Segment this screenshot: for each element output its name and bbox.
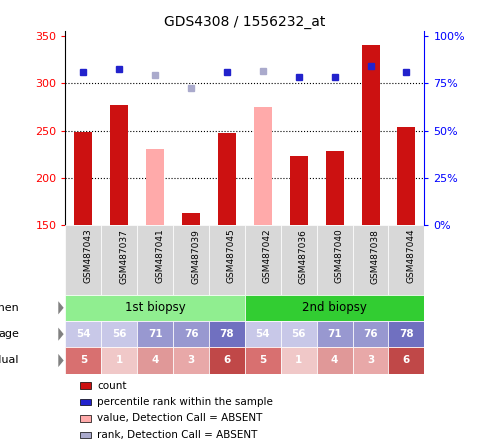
- Text: 6: 6: [402, 356, 409, 365]
- Bar: [80, 399, 91, 405]
- Bar: [280, 347, 316, 374]
- Bar: [316, 347, 352, 374]
- Bar: [244, 321, 280, 347]
- Bar: [244, 225, 280, 295]
- Bar: [280, 225, 316, 295]
- Text: 1: 1: [295, 356, 302, 365]
- Bar: [209, 225, 244, 295]
- Text: 2nd biopsy: 2nd biopsy: [302, 301, 366, 314]
- Bar: [316, 321, 352, 347]
- Text: rank, Detection Call = ABSENT: rank, Detection Call = ABSENT: [97, 430, 257, 440]
- Text: GSM487045: GSM487045: [227, 229, 236, 283]
- Text: 71: 71: [148, 329, 162, 339]
- Text: 56: 56: [112, 329, 126, 339]
- Bar: [316, 225, 352, 295]
- Text: 56: 56: [291, 329, 305, 339]
- Bar: [209, 347, 244, 374]
- Bar: [173, 321, 209, 347]
- Bar: [325, 151, 343, 225]
- Text: 5: 5: [80, 356, 87, 365]
- Text: 54: 54: [255, 329, 270, 339]
- Title: GDS4308 / 1556232_at: GDS4308 / 1556232_at: [164, 15, 325, 29]
- Text: GSM487040: GSM487040: [334, 229, 343, 283]
- Bar: [352, 321, 388, 347]
- Text: GSM487037: GSM487037: [119, 229, 128, 284]
- Bar: [173, 347, 209, 374]
- Bar: [289, 156, 307, 225]
- Bar: [65, 347, 101, 374]
- Text: 78: 78: [219, 329, 234, 339]
- Text: GSM487043: GSM487043: [83, 229, 92, 283]
- Text: value, Detection Call = ABSENT: value, Detection Call = ABSENT: [97, 413, 262, 424]
- Text: 1st biopsy: 1st biopsy: [124, 301, 185, 314]
- Bar: [137, 321, 173, 347]
- Bar: [101, 321, 137, 347]
- Bar: [101, 347, 137, 374]
- Text: 78: 78: [398, 329, 413, 339]
- Bar: [388, 225, 424, 295]
- Bar: [80, 415, 91, 422]
- Bar: [397, 127, 414, 225]
- Bar: [173, 225, 209, 295]
- Text: 76: 76: [183, 329, 198, 339]
- Text: count: count: [97, 381, 126, 391]
- Bar: [65, 321, 101, 347]
- Bar: [388, 321, 424, 347]
- Text: 54: 54: [76, 329, 91, 339]
- Text: 1: 1: [116, 356, 122, 365]
- Bar: [280, 321, 316, 347]
- Bar: [388, 347, 424, 374]
- Text: GSM487036: GSM487036: [298, 229, 307, 284]
- Bar: [146, 149, 164, 225]
- Bar: [65, 295, 244, 321]
- Bar: [80, 432, 91, 438]
- Text: GSM487039: GSM487039: [191, 229, 200, 284]
- Text: age: age: [0, 329, 19, 339]
- Text: 71: 71: [327, 329, 341, 339]
- Bar: [137, 225, 173, 295]
- Polygon shape: [58, 328, 63, 341]
- Bar: [137, 347, 173, 374]
- Text: GSM487038: GSM487038: [370, 229, 379, 284]
- Text: 6: 6: [223, 356, 230, 365]
- Bar: [110, 105, 128, 225]
- Bar: [80, 382, 91, 389]
- Text: 3: 3: [366, 356, 373, 365]
- Polygon shape: [58, 301, 63, 314]
- Bar: [244, 347, 280, 374]
- Text: 3: 3: [187, 356, 194, 365]
- Text: GSM487044: GSM487044: [406, 229, 415, 283]
- Polygon shape: [58, 354, 63, 367]
- Text: GSM487042: GSM487042: [262, 229, 272, 283]
- Bar: [254, 107, 271, 225]
- Bar: [352, 347, 388, 374]
- Text: 5: 5: [259, 356, 266, 365]
- Text: 4: 4: [330, 356, 338, 365]
- Text: 76: 76: [363, 329, 377, 339]
- Bar: [75, 132, 92, 225]
- Text: 4: 4: [151, 356, 159, 365]
- Bar: [65, 225, 101, 295]
- Text: individual: individual: [0, 356, 19, 365]
- Text: GSM487041: GSM487041: [155, 229, 164, 283]
- Text: specimen: specimen: [0, 303, 19, 313]
- Text: percentile rank within the sample: percentile rank within the sample: [97, 397, 272, 407]
- Bar: [182, 213, 200, 225]
- Bar: [361, 45, 378, 225]
- Bar: [218, 133, 235, 225]
- Bar: [244, 295, 424, 321]
- Bar: [352, 225, 388, 295]
- Bar: [209, 321, 244, 347]
- Bar: [101, 225, 137, 295]
